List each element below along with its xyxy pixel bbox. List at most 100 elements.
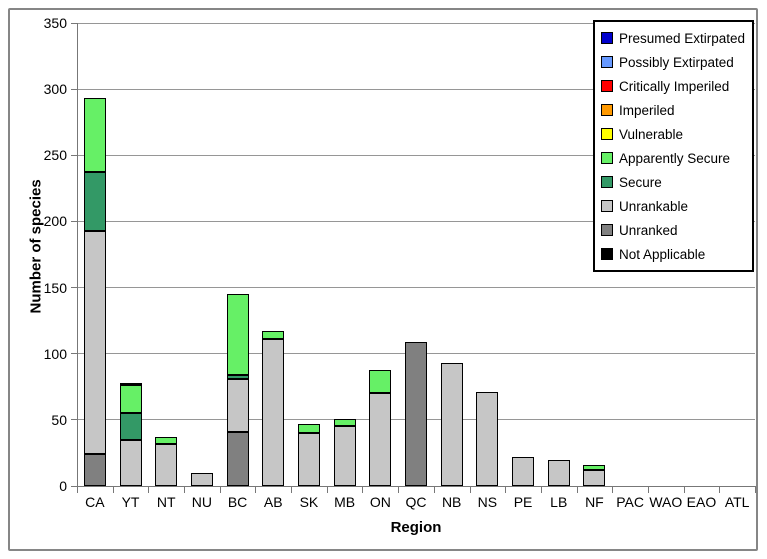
x-axis-tick — [184, 487, 186, 493]
y-axis-tick — [71, 485, 77, 487]
legend-item: Not Applicable — [601, 247, 746, 262]
legend-label: Presumed Extirpated — [619, 30, 746, 46]
legend-label: Not Applicable — [619, 246, 706, 262]
x-axis-tick — [505, 487, 507, 493]
legend-swatch-icon — [601, 104, 613, 116]
bar-ca — [83, 98, 106, 486]
bar-segment — [547, 459, 570, 486]
x-axis-tick — [362, 487, 364, 493]
bar-nu — [190, 472, 213, 486]
y-tick-label: 0 — [59, 478, 67, 494]
x-category-label: NU — [191, 494, 212, 510]
x-axis-tick — [219, 487, 221, 493]
x-category-label: NB — [441, 494, 462, 510]
x-axis-tick — [326, 487, 328, 493]
legend-label: Possibly Extirpated — [619, 54, 734, 70]
x-axis-tick — [112, 487, 114, 493]
legend-item: Apparently Secure — [601, 151, 746, 166]
bar-qc — [405, 341, 427, 486]
bar-bc — [226, 294, 249, 486]
y-gridline — [77, 287, 755, 289]
legend-swatch-icon — [601, 32, 613, 44]
legend-item: Imperiled — [601, 103, 746, 118]
bar-segment — [297, 433, 320, 486]
bar-segment — [405, 341, 427, 486]
legend-swatch-icon — [601, 56, 613, 68]
x-axis-tick — [612, 487, 614, 493]
x-category-label: AB — [263, 494, 283, 510]
bar-segment — [119, 439, 142, 486]
x-axis-tick — [469, 487, 471, 493]
bar-segment — [83, 98, 106, 173]
y-gridline — [77, 22, 755, 24]
bar-segment — [333, 426, 356, 486]
legend-label: Unrankable — [619, 198, 689, 214]
y-tick-label: 250 — [43, 147, 67, 164]
bar-ns — [476, 392, 499, 486]
x-axis-tick — [683, 487, 685, 493]
x-category-label: NS — [477, 494, 498, 510]
y-tick-label: 350 — [43, 15, 67, 31]
bar-nb — [440, 362, 463, 486]
bar-on — [369, 369, 392, 486]
y-axis-tick — [71, 88, 77, 90]
y-axis-line — [77, 23, 78, 486]
bar-segment — [583, 464, 606, 471]
legend-swatch-icon — [601, 200, 613, 212]
x-category-label: EAO — [686, 494, 717, 510]
y-axis-tick — [71, 220, 77, 222]
legend-swatch-icon — [601, 152, 613, 164]
x-category-label: BC — [227, 494, 248, 510]
x-category-label: SK — [299, 494, 319, 510]
bar-segment — [119, 385, 142, 414]
bar-segment — [262, 331, 285, 340]
legend-label: Imperiled — [619, 102, 675, 118]
x-axis-tick — [291, 487, 293, 493]
x-category-label: ON — [369, 494, 391, 510]
x-category-label: NF — [585, 494, 604, 510]
bar-segment — [512, 456, 535, 486]
y-axis-tick — [71, 353, 77, 355]
x-axis-tick — [576, 487, 578, 493]
bar-ab — [262, 331, 285, 486]
x-axis-tick — [433, 487, 435, 493]
legend-item: Unranked — [601, 223, 746, 238]
bar-mb — [333, 418, 356, 486]
y-tick-label: 50 — [51, 411, 67, 428]
x-category-label: MB — [334, 494, 356, 510]
bar-segment — [155, 443, 178, 486]
legend-swatch-icon — [601, 128, 613, 140]
bar-lb — [547, 459, 570, 486]
bar-segment — [226, 431, 249, 486]
x-category-label: WAO — [649, 494, 683, 510]
bar-segment — [119, 382, 142, 386]
bar-segment — [83, 230, 106, 455]
y-axis-tick — [71, 419, 77, 421]
x-category-label: ATL — [724, 494, 750, 510]
bar-yt — [119, 382, 142, 486]
x-category-label: YT — [121, 494, 140, 510]
bar-segment — [262, 339, 285, 486]
x-category-label: NT — [156, 494, 176, 510]
y-gridline — [77, 154, 755, 156]
bar-nf — [583, 464, 606, 486]
legend-label: Critically Imperiled — [619, 78, 730, 94]
x-axis-tick — [647, 487, 649, 493]
x-axis-tick — [255, 487, 257, 493]
legend-swatch-icon — [601, 224, 613, 236]
y-tick-label: 300 — [43, 81, 67, 98]
bar-segment — [83, 454, 106, 486]
legend-swatch-icon — [601, 80, 613, 92]
bar-segment — [226, 294, 249, 375]
x-category-label: CA — [85, 494, 105, 510]
y-axis-tick — [71, 154, 77, 156]
bar-segment — [155, 437, 178, 444]
legend-swatch-icon — [601, 248, 613, 260]
x-category-label: PE — [513, 494, 533, 510]
bar-segment — [369, 393, 392, 486]
y-gridline — [77, 88, 755, 90]
bar-sk — [297, 423, 320, 486]
bar-segment — [119, 413, 142, 440]
y-tick-label: 200 — [43, 213, 67, 230]
